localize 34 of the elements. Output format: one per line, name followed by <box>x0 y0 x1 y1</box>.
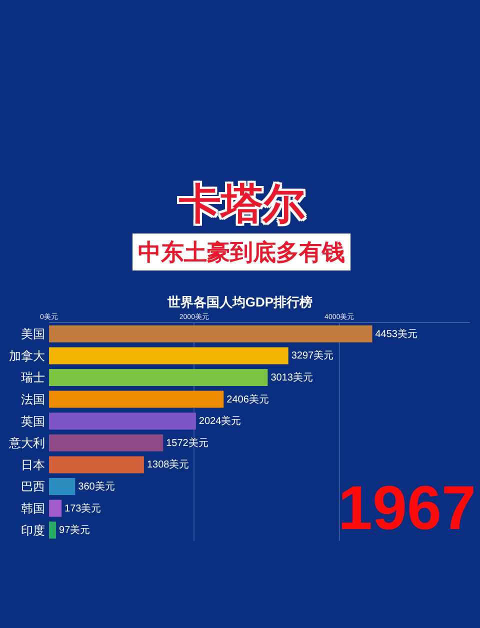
chart-title: 世界各国人均GDP排行榜 <box>166 294 313 310</box>
bar <box>49 456 144 474</box>
y-tick-label: 加拿大 <box>9 348 45 363</box>
data-label: 2024美元 <box>198 415 242 428</box>
bar <box>49 390 224 408</box>
y-tick-label: 日本 <box>21 458 45 472</box>
data-label: 4453美元 <box>375 328 418 340</box>
y-tick-label: 瑞士 <box>21 370 45 385</box>
text: 卡塔尔 <box>178 180 305 227</box>
y-tick-label: 巴西 <box>21 480 45 494</box>
y-tick-label: 意大利 <box>8 436 45 450</box>
data-label: 360美元 <box>78 480 115 492</box>
y-tick-label: 印度 <box>21 523 45 538</box>
text: 中东土豪到底多有钱 <box>138 239 345 265</box>
bar <box>49 478 76 495</box>
data-label: 3297美元 <box>291 350 334 362</box>
bar <box>49 434 164 452</box>
annotation: 1967 <box>338 474 476 543</box>
data-label: 1308美元 <box>146 458 190 471</box>
data-label: 97美元 <box>59 524 90 536</box>
y-tick-label: 韩国 <box>21 502 45 516</box>
y-tick-label: 美国 <box>21 327 45 342</box>
bar <box>49 522 56 539</box>
data-label: 3013美元 <box>270 372 313 384</box>
bar <box>49 325 372 342</box>
bar <box>49 369 268 386</box>
y-tick-label: 法国 <box>21 392 45 406</box>
data-label: 173美元 <box>64 502 102 514</box>
bar <box>49 347 288 364</box>
y-tick-label: 英国 <box>21 414 45 428</box>
bar <box>49 500 62 517</box>
bar <box>49 412 196 430</box>
data-label: 1572美元 <box>166 436 208 449</box>
data-label: 2406美元 <box>226 393 269 406</box>
